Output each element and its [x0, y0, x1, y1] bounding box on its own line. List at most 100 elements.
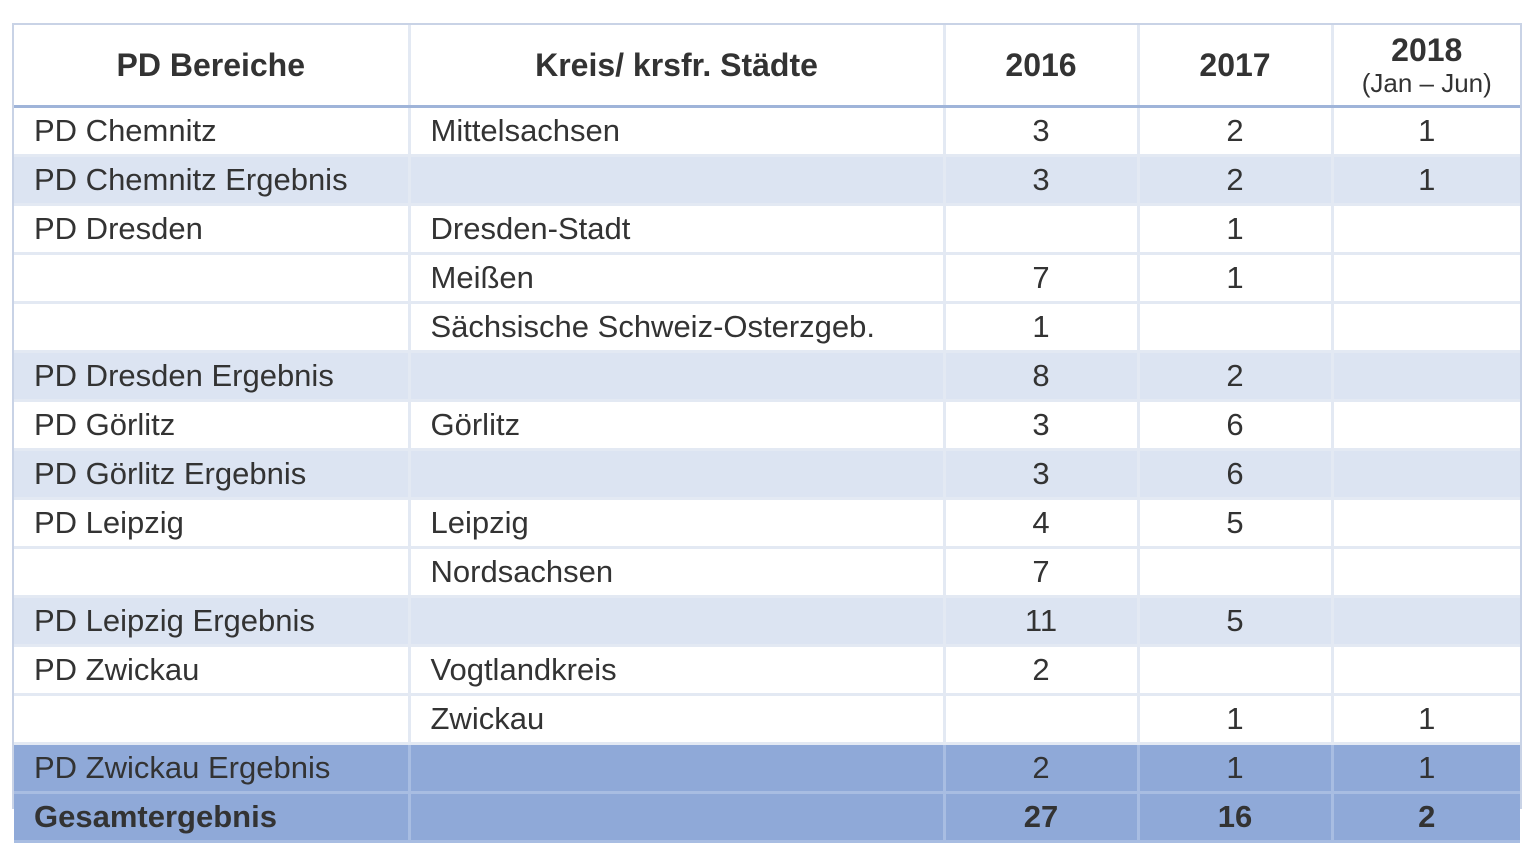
cell-2016: 27: [944, 792, 1140, 843]
cell-2017: 2: [1138, 106, 1334, 157]
cell-kreis: Görlitz: [409, 400, 946, 451]
cell-2017: [1138, 302, 1334, 353]
cell-kreis: [409, 596, 946, 647]
cell-kreis: Mittelsachsen: [409, 106, 946, 157]
cell-kreis: Meißen: [409, 253, 946, 304]
cell-2017: 1: [1138, 743, 1334, 794]
header-kreis: Kreis/ krsfr. Städte: [409, 25, 946, 108]
table-row: Zwickau 1 1: [14, 694, 1520, 745]
cell-2016: 2: [944, 645, 1140, 696]
table-row: Nordsachsen 7: [14, 547, 1520, 598]
cell-kreis: [409, 792, 946, 843]
cell-2016: 4: [944, 498, 1140, 549]
cell-pd-bereich: PD Dresden: [14, 204, 411, 255]
cell-2016: 3: [944, 449, 1140, 500]
subtotal-row: PD Görlitz Ergebnis 3 6: [14, 449, 1520, 500]
cell-2016: 2: [944, 743, 1140, 794]
cell-pd-bereich: PD Leipzig Ergebnis: [14, 596, 411, 647]
cell-pd-bereich: [14, 547, 411, 598]
cell-2017: 6: [1138, 400, 1334, 451]
header-pd-bereiche: PD Bereiche: [14, 25, 411, 108]
cell-kreis: Leipzig: [409, 498, 946, 549]
cell-2018: [1332, 645, 1520, 696]
table-row: Meißen 7 1: [14, 253, 1520, 304]
cell-kreis: [409, 743, 946, 794]
cell-2018: [1332, 596, 1520, 647]
cell-kreis: Vogtlandkreis: [409, 645, 946, 696]
cell-2017: 5: [1138, 596, 1334, 647]
cell-pd-bereich: PD Görlitz Ergebnis: [14, 449, 411, 500]
cell-2018: 1: [1332, 155, 1520, 206]
table-row: PD Leipzig Leipzig 4 5: [14, 498, 1520, 549]
cell-2018: 1: [1332, 743, 1520, 794]
cell-2018: [1332, 498, 1520, 549]
header-row: PD Bereiche Kreis/ krsfr. Städte 2016 20…: [14, 25, 1520, 108]
cell-2018: [1332, 253, 1520, 304]
header-2016: 2016: [944, 25, 1140, 108]
cell-2017: [1138, 645, 1334, 696]
cell-2016: 3: [944, 155, 1140, 206]
table-row: PD Chemnitz Mittelsachsen 3 2 1: [14, 106, 1520, 157]
cell-2017: 6: [1138, 449, 1334, 500]
subtotal-row: PD Leipzig Ergebnis 11 5: [14, 596, 1520, 647]
cell-kreis: Zwickau: [409, 694, 946, 745]
cell-kreis: [409, 155, 946, 206]
cell-kreis: [409, 351, 946, 402]
subtotal-row: PD Zwickau Ergebnis 2 1 1: [14, 743, 1520, 794]
grand-total-row: Gesamtergebnis 27 16 2: [14, 792, 1520, 843]
header-2017: 2017: [1138, 25, 1334, 108]
cell-2017: 16: [1138, 792, 1334, 843]
header-2018: 2018 (Jan – Jun): [1332, 25, 1520, 108]
statistics-table: PD Bereiche Kreis/ krsfr. Städte 2016 20…: [14, 25, 1520, 843]
cell-2016: 8: [944, 351, 1140, 402]
cell-2017: 5: [1138, 498, 1334, 549]
cell-2018: 1: [1332, 694, 1520, 745]
cell-pd-bereich: PD Leipzig: [14, 498, 411, 549]
cell-2018: [1332, 204, 1520, 255]
cell-2017: [1138, 547, 1334, 598]
cell-2016: 3: [944, 400, 1140, 451]
table-header: PD Bereiche Kreis/ krsfr. Städte 2016 20…: [14, 25, 1520, 108]
cell-pd-bereich: PD Zwickau Ergebnis: [14, 743, 411, 794]
cell-2016: [944, 204, 1140, 255]
cell-2017: 2: [1138, 351, 1334, 402]
cell-2017: 2: [1138, 155, 1334, 206]
cell-2018: 2: [1332, 792, 1520, 843]
cell-2018: [1332, 351, 1520, 402]
table-row: Sächsische Schweiz-Osterzgeb. 1: [14, 302, 1520, 353]
table-row: PD Dresden Dresden-Stadt 1: [14, 204, 1520, 255]
header-2018-year: 2018: [1391, 32, 1463, 68]
cell-2018: 1: [1332, 106, 1520, 157]
table-body: PD Chemnitz Mittelsachsen 3 2 1 PD Chemnitz E…: [14, 106, 1520, 843]
cell-pd-bereich: PD Chemnitz: [14, 106, 411, 157]
cell-2016: 7: [944, 547, 1140, 598]
header-2018-period: (Jan – Jun): [1361, 68, 1492, 98]
cell-2017: 1: [1138, 204, 1334, 255]
cell-pd-bereich: PD Görlitz: [14, 400, 411, 451]
cell-2018: [1332, 302, 1520, 353]
cell-2018: [1332, 547, 1520, 598]
cell-2016: 3: [944, 106, 1140, 157]
cell-kreis: Nordsachsen: [409, 547, 946, 598]
cell-pd-bereich: PD Dresden Ergebnis: [14, 351, 411, 402]
cell-2016: 7: [944, 253, 1140, 304]
cell-pd-bereich: [14, 694, 411, 745]
statistics-table-container: PD Bereiche Kreis/ krsfr. Städte 2016 20…: [12, 23, 1522, 843]
subtotal-row: PD Chemnitz Ergebnis 3 2 1: [14, 155, 1520, 206]
cell-kreis: Dresden-Stadt: [409, 204, 946, 255]
cell-pd-bereich: Gesamtergebnis: [14, 792, 411, 843]
cell-2016: 11: [944, 596, 1140, 647]
cell-kreis: Sächsische Schweiz-Osterzgeb.: [409, 302, 946, 353]
subtotal-row: PD Dresden Ergebnis 8 2: [14, 351, 1520, 402]
cell-pd-bereich: PD Chemnitz Ergebnis: [14, 155, 411, 206]
table-row: PD Görlitz Görlitz 3 6: [14, 400, 1520, 451]
cell-pd-bereich: [14, 253, 411, 304]
cell-pd-bereich: [14, 302, 411, 353]
cell-2016: 1: [944, 302, 1140, 353]
table-row: PD Zwickau Vogtlandkreis 2: [14, 645, 1520, 696]
cell-2016: [944, 694, 1140, 745]
cell-2018: [1332, 449, 1520, 500]
cell-2017: 1: [1138, 253, 1334, 304]
cell-2017: 1: [1138, 694, 1334, 745]
cell-pd-bereich: PD Zwickau: [14, 645, 411, 696]
